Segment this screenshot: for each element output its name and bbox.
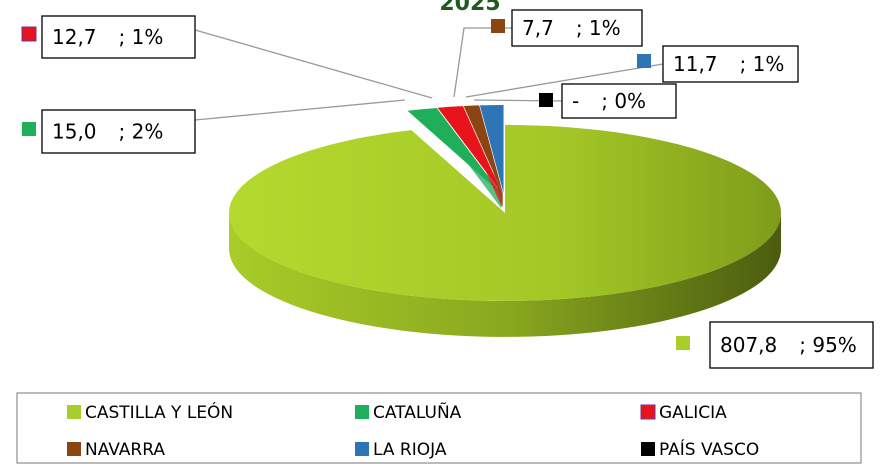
data-label: 12,7 ; 1% — [52, 25, 163, 49]
data-label: 15,0 ; 2% — [52, 119, 163, 143]
label-box — [41, 15, 196, 59]
leader-line — [194, 99, 406, 121]
data-label: 807,8 ; 95% — [720, 333, 857, 357]
legend-label: LA RIOJA — [373, 440, 447, 460]
label-box — [561, 83, 677, 119]
legend-swatch — [67, 405, 81, 419]
data-label: -; 0% — [572, 89, 646, 113]
label-marker — [491, 19, 505, 33]
legend-label: GALICIA — [659, 403, 727, 423]
leader-line — [194, 29, 433, 99]
label-box — [709, 321, 874, 369]
value-label: - — [572, 89, 579, 113]
percent-label: ; 2% — [119, 119, 164, 143]
label-marker — [22, 122, 36, 136]
leader-line — [465, 63, 664, 98]
legend-swatch — [67, 442, 81, 456]
slice — [407, 108, 502, 194]
value-label: 11,7 — [673, 52, 718, 76]
label-marker — [539, 93, 553, 107]
legend-swatch — [355, 405, 369, 419]
label-box — [41, 109, 196, 154]
slice — [229, 124, 782, 301]
label-marker — [21, 26, 37, 42]
legend-swatch — [355, 442, 369, 456]
leader-line — [453, 27, 512, 98]
slice-side — [229, 212, 782, 337]
slice — [437, 106, 503, 194]
legend-box — [16, 392, 862, 464]
value-label: 7,7 — [522, 16, 554, 40]
legend-label: NAVARRA — [85, 440, 165, 460]
percent-label: ; 0% — [601, 89, 646, 113]
value-label: 15,0 — [52, 119, 97, 143]
legend-label: CATALUÑA — [373, 401, 462, 423]
data-label: 11,7 ; 1% — [673, 52, 784, 76]
percent-label: ; 1% — [576, 16, 621, 40]
percent-label: ; 95% — [799, 333, 857, 357]
label-marker — [676, 336, 690, 350]
percent-label: ; 1% — [740, 52, 785, 76]
slice — [479, 105, 504, 194]
chart-title: 2025 — [439, 0, 500, 16]
slice — [463, 105, 503, 194]
legend-label: PAÍS VASCO — [659, 438, 759, 460]
label-marker — [637, 54, 651, 68]
legend-swatch — [641, 442, 655, 456]
legend-swatch — [640, 404, 656, 420]
legend-label: CASTILLA Y LEÓN — [85, 401, 233, 423]
label-box — [511, 9, 643, 47]
label-box — [662, 45, 799, 83]
value-label: 12,7 — [52, 25, 97, 49]
percent-label: ; 1% — [119, 25, 164, 49]
value-label: 807,8 — [720, 333, 777, 357]
data-label: 7,7 ; 1% — [522, 16, 621, 40]
